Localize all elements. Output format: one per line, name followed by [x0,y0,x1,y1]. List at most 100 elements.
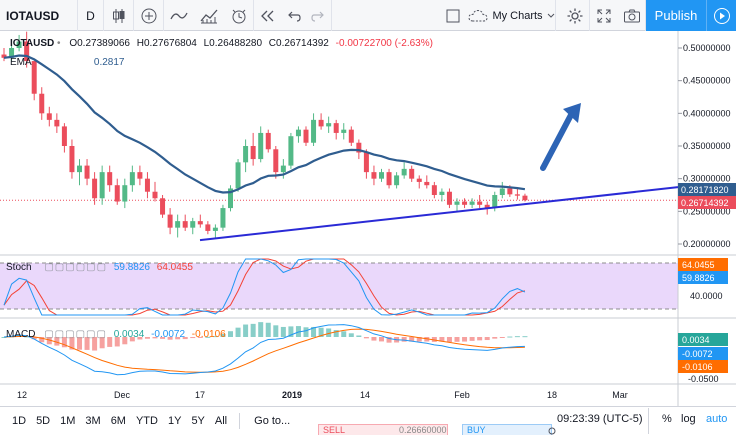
candle-body [484,204,490,209]
range-6m-button[interactable]: 6M [110,415,126,427]
fullscreen-button[interactable] [590,0,618,31]
settings-icon [567,8,582,23]
buy-button[interactable]: BUY [462,424,552,435]
open-value: 0.27389066 [77,38,130,49]
macd-histogram-bar [348,333,354,337]
candle-body [92,178,98,199]
camera-icon [623,9,640,22]
candle-body [152,191,158,199]
trading-panel: SELL 0.26660000 BUY [318,424,578,435]
macd-histogram-bar [356,335,362,337]
candle-body [77,165,82,173]
trend-line-drawing[interactable] [199,186,679,242]
macd-legend[interactable]: MACD ▢▢▢▢▢▢ 0.0034 -0.0072 -0.0106 [6,329,226,340]
candle-body [61,126,67,146]
compare-button[interactable] [134,0,164,31]
macd-controls[interactable]: ▢▢▢▢▢▢ [44,329,107,340]
ema-legend[interactable]: EMA 0.2817 [10,57,125,68]
macd-signal-line [3,328,525,373]
candle-body [273,149,279,173]
candle-body [69,146,75,173]
macd-histogram-bar [454,337,460,342]
macd-histogram-bar [175,337,181,340]
time-tick-label: 12 [17,390,27,400]
line-tool-icon [170,12,188,19]
snapshot-button[interactable] [618,0,646,31]
interval-button[interactable]: D [78,0,104,31]
replay-button[interactable] [254,0,280,31]
auto-toggle[interactable]: auto [706,413,728,425]
range-ytd-button[interactable]: YTD [135,415,158,427]
macd-histogram-bar [431,337,437,342]
alert-button[interactable] [224,0,254,31]
indicators-button[interactable] [164,0,194,31]
stoch-controls[interactable]: ▢▢▢▢▢▢ [44,262,108,273]
percent-toggle[interactable]: % [662,413,672,425]
candle-body [333,123,339,133]
layout-button[interactable] [440,0,466,31]
publish-button[interactable]: Publish [646,0,706,31]
time-tick-label: Mar [612,390,628,400]
range-5d-button[interactable]: 5D [36,415,51,427]
range-1m-button[interactable]: 1M [60,415,76,427]
candle-body [280,165,286,173]
arrow-drawing[interactable] [540,103,581,171]
last-price-badge: 0.26714392 [678,196,736,209]
candle-body [243,146,249,163]
range-1d-button[interactable]: 1D [12,415,27,427]
macd-histogram-bar [122,337,128,345]
macd-histogram-bar [144,337,150,339]
macd-histogram-bar [258,322,264,337]
candle-body [522,195,528,201]
macd-histogram-bar [243,324,249,337]
publish-menu-button[interactable] [706,0,736,31]
chart-canvas[interactable]: 0.50000000 0.45000000 0.40000000 0.35000000… [0,31,736,406]
macd-histogram-bar [303,327,309,337]
macd-histogram-bar [363,337,369,339]
candle-body [311,119,317,143]
clock-label[interactable]: 09:23:39 (UTC-5) [557,413,643,425]
financials-button[interactable] [194,0,224,31]
candle-body [401,168,407,176]
chart-type-button[interactable] [104,0,134,31]
goto-button[interactable]: Go to... [254,415,291,427]
macd-histogram-bar [371,337,377,341]
range-5y-button[interactable]: 5Y [191,415,205,427]
candle-body [386,172,392,186]
undo-button[interactable] [280,0,306,31]
bottom-toolbar: 1D 5D 1M 3M 6M YTD 1Y 5Y All Go to... 09… [0,406,736,435]
macd-histogram-bar [107,337,113,347]
macd-histogram-bar [129,337,135,342]
macd-histogram-bar [69,337,75,350]
fullscreen-icon [597,9,611,22]
candle-body [235,162,241,189]
candle-body [190,221,196,228]
range-1y-button[interactable]: 1Y [167,415,182,427]
log-toggle[interactable]: log [681,413,696,425]
candle-body [167,214,173,228]
macd-histogram-bar [311,326,317,337]
settings-button[interactable] [560,0,590,31]
macd-histogram-bar [333,330,339,337]
trade-settings-button[interactable] [546,424,568,435]
macd-histogram-bar [84,337,90,350]
redo-button[interactable] [306,0,332,31]
my-charts-button[interactable]: My Charts [468,0,556,31]
macd-histogram-bar [416,337,422,342]
layout-icon [446,9,460,22]
candle-body [454,201,460,205]
macd-histogram-bar [499,337,505,338]
sell-button[interactable]: SELL 0.26660000 [318,424,448,435]
candle-body [363,152,369,173]
candle-body [182,221,188,228]
stoch-band [0,263,678,309]
chart-area[interactable]: 0.50000000 0.45000000 0.40000000 0.35000000… [0,31,736,406]
symbol-search-button[interactable]: IOTAUSD [0,0,78,31]
candle-body [303,129,309,143]
range-3m-button[interactable]: 3M [85,415,101,427]
range-all-button[interactable]: All [214,415,228,427]
macd-histogram-bar [446,337,452,343]
stoch-legend[interactable]: Stoch ▢▢▢▢▢▢ 59.8826 64.0455 [6,262,193,273]
open-label: O [69,38,78,49]
